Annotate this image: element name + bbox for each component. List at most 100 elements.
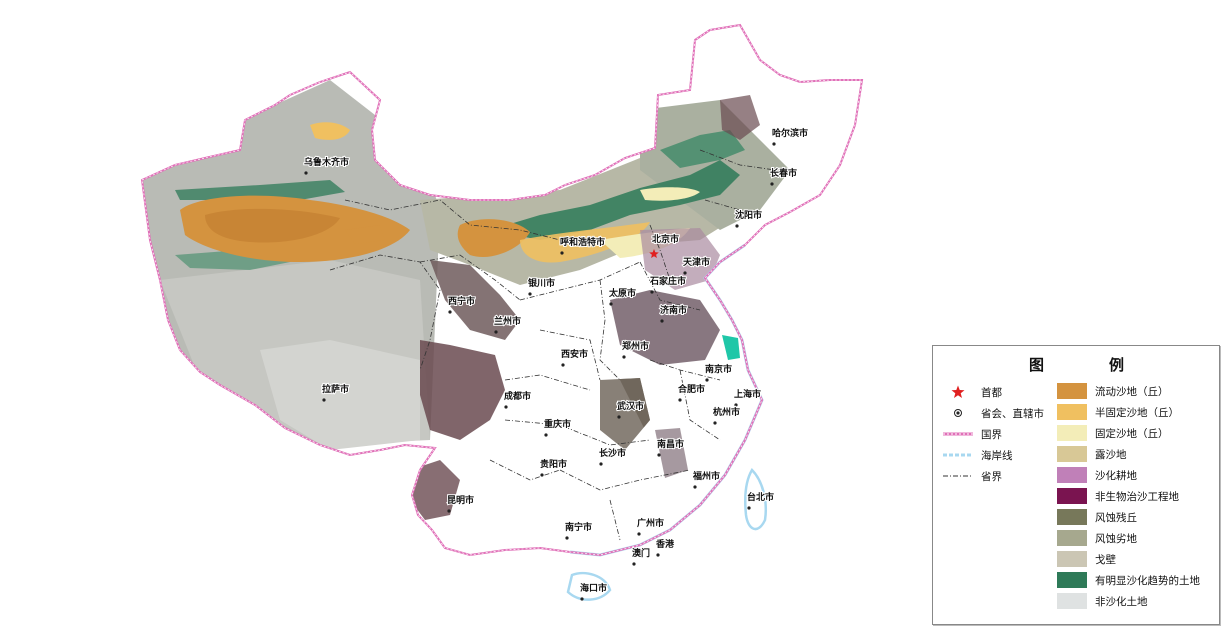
legend-label: 流动沙地（丘）	[1095, 385, 1169, 398]
city-wuhan: 武汉市	[616, 399, 645, 419]
city-taiyuan: 太原市	[607, 286, 637, 306]
city-dot-icon	[599, 462, 603, 466]
legend-swatch	[1057, 425, 1087, 441]
city-label: 杭州市	[713, 406, 740, 418]
legend-swatch	[1057, 509, 1087, 525]
legend-label: 戈壁	[1095, 553, 1116, 566]
city-lhasa: 拉萨市	[321, 382, 350, 402]
city-dot-icon	[561, 363, 565, 367]
city-dot-icon	[683, 271, 687, 275]
legend-label: 省会、直辖市	[981, 407, 1044, 420]
city-dot-icon	[565, 536, 569, 540]
legend-swatch	[1057, 593, 1087, 609]
city-kunming: 昆明市	[446, 493, 475, 513]
legend-label: 风蚀残丘	[1095, 511, 1137, 524]
city-label: 郑州市	[622, 340, 649, 352]
city-label: 香港	[655, 538, 675, 550]
city-nanning: 南宁市	[564, 520, 593, 540]
city-label: 长春市	[770, 167, 797, 179]
city-dot-icon	[617, 415, 621, 419]
city-label: 重庆市	[544, 418, 571, 430]
legend-item-provincial-border: 省界	[943, 468, 1002, 484]
legend-item-national-border: 国界	[943, 426, 1002, 442]
city-label: 昆明市	[447, 494, 474, 506]
city-chengdu: 成都市	[503, 389, 532, 409]
city-hangzhou: 杭州市	[712, 405, 741, 425]
city-label: 上海市	[734, 388, 761, 400]
city-jinan: 济南市	[659, 303, 688, 323]
city-dot-icon	[735, 224, 739, 228]
legend-title-left: 图	[1029, 356, 1045, 374]
city-dot-icon	[540, 473, 544, 477]
city-yinchuan: 银川市	[527, 276, 556, 296]
city-beijing: 北京市	[649, 232, 680, 258]
city-guiyang: 贵阳市	[539, 457, 568, 477]
city-label: 合肥市	[678, 383, 705, 395]
city-dot-icon	[678, 398, 682, 402]
legend-item-provincial-capital: 省会、直辖市	[943, 405, 1044, 421]
city-dot-icon	[560, 251, 564, 255]
legend-swatch	[1057, 488, 1087, 504]
legend-label: 国界	[981, 428, 1002, 441]
city-dot-icon	[772, 142, 776, 146]
legend-label: 海岸线	[981, 449, 1013, 462]
city-label: 济南市	[660, 304, 687, 316]
provincial-border-line	[943, 468, 973, 484]
city-label: 北京市	[652, 233, 679, 245]
legend-swatch	[1057, 572, 1087, 588]
city-xianggang: 香港	[654, 537, 676, 557]
city-label: 银川市	[528, 277, 555, 289]
legend-swatch	[1057, 530, 1087, 546]
city-label: 长沙市	[599, 447, 626, 459]
taiwan-island	[744, 467, 767, 531]
city-label: 南宁市	[565, 521, 592, 533]
city-dot-icon	[580, 597, 584, 601]
legend-label: 非生物治沙工程地	[1095, 490, 1179, 503]
city-nanchang: 南昌市	[656, 437, 685, 457]
city-label: 福州市	[692, 470, 720, 482]
legend-item-category: 戈壁	[1057, 551, 1116, 567]
city-changchun: 长春市	[769, 166, 798, 186]
city-label: 太原市	[608, 287, 636, 299]
city-dot-icon	[504, 405, 508, 409]
city-dot-icon	[713, 421, 717, 425]
city-dot-icon	[544, 433, 548, 437]
legend-item-category: 流动沙地（丘）	[1057, 383, 1169, 399]
legend-swatch	[1057, 446, 1087, 462]
city-xian: 西安市	[560, 347, 589, 367]
legend-swatch	[1057, 551, 1087, 567]
legend-item-coastline: 海岸线	[943, 447, 1013, 463]
legend-label: 半固定沙地（丘）	[1095, 406, 1179, 419]
city-dot-icon	[622, 355, 626, 359]
city-dot-icon	[770, 182, 774, 186]
city-hohhot: 呼和浩特市	[559, 235, 606, 255]
city-dot-icon	[656, 553, 660, 557]
city-label: 澳门	[632, 547, 650, 559]
legend-panel: 图 例 首都 省会、直辖市 国界 海岸线 省界 流动沙地（丘）	[932, 345, 1220, 625]
dot-icon	[943, 405, 973, 421]
city-fuzhou: 福州市	[691, 469, 721, 489]
city-label: 兰州市	[494, 315, 521, 327]
city-label: 沈阳市	[735, 209, 762, 221]
city-label: 西安市	[561, 348, 588, 360]
legend-item-category: 半固定沙地（丘）	[1057, 404, 1179, 420]
legend-item-category: 固定沙地（丘）	[1057, 425, 1169, 441]
city-label: 南京市	[705, 363, 732, 375]
city-dot-icon	[747, 506, 751, 510]
national-border-line	[943, 426, 973, 442]
city-dot-icon	[528, 292, 532, 296]
city-shenyang: 沈阳市	[734, 208, 763, 228]
legend-label: 固定沙地（丘）	[1095, 427, 1169, 440]
city-changsha: 长沙市	[598, 446, 627, 466]
city-dot-icon	[660, 319, 664, 323]
city-dot-icon	[734, 403, 738, 407]
capital-star-icon	[649, 249, 659, 258]
city-label: 成都市	[504, 390, 531, 402]
city-dot-icon	[609, 302, 613, 306]
city-label: 武汉市	[617, 400, 644, 412]
legend-title: 图 例	[933, 354, 1219, 374]
hainan-island	[566, 571, 612, 601]
legend-item-category: 风蚀劣地	[1057, 530, 1137, 546]
city-dot-icon	[637, 532, 641, 536]
